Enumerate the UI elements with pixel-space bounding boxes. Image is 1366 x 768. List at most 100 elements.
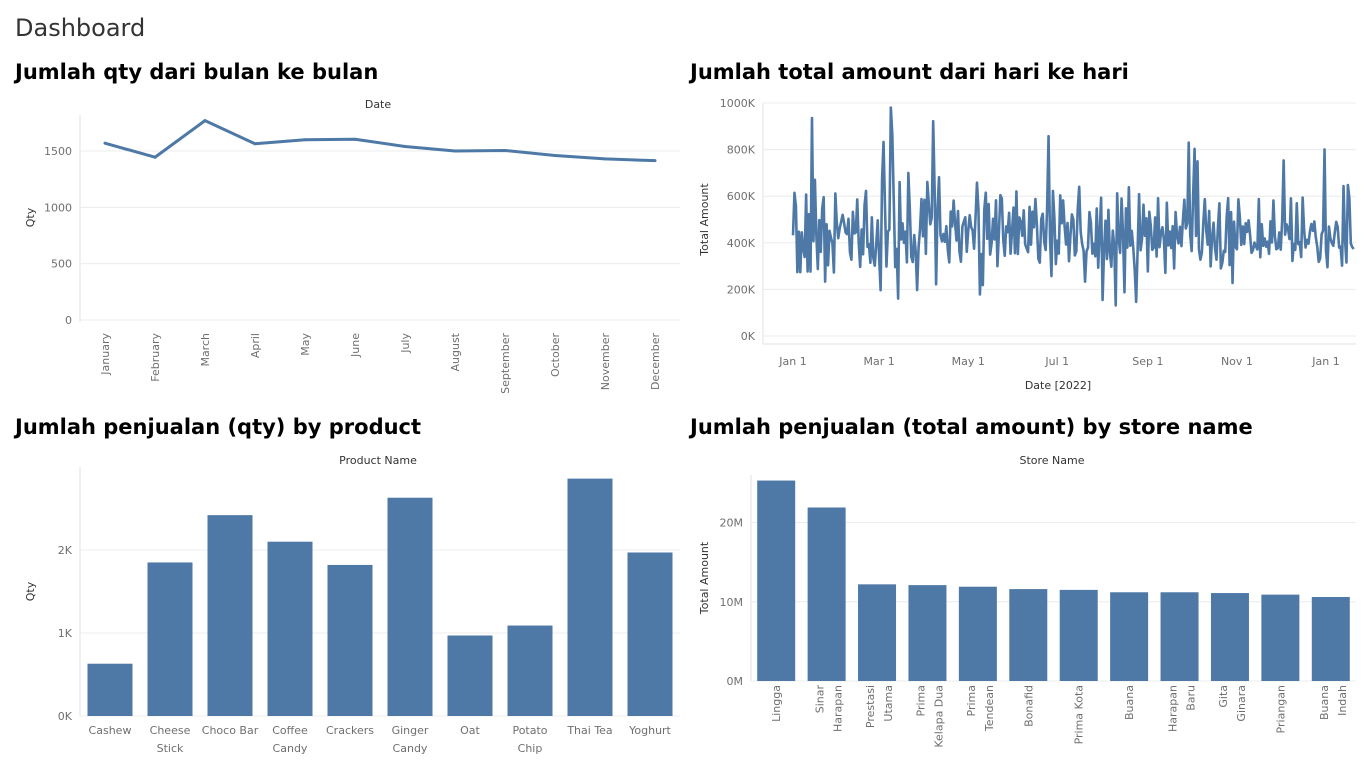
store-amount-y-tick-label: 0M <box>727 675 744 688</box>
daily-amount-line-chart[interactable]: 0K 200K 400K 600K 800K 1000K Total Amount Jan 1… <box>683 90 1366 395</box>
store-amount-x-tick-label: Prima Kota <box>1073 685 1086 744</box>
daily-amount-x-tick-label: Nov 1 <box>1221 355 1253 368</box>
monthly-qty-y-tick-label: 0 <box>65 314 72 327</box>
product-qty-x-tick-label: Crackers <box>326 724 374 737</box>
product-qty-x-tick-label: Ginger Candy <box>392 724 429 755</box>
monthly-qty-line-chart[interactable]: Date 0 500 1000 1500 Qty January February March A… <box>0 90 683 395</box>
daily-amount-x-tick-label: Jan 1 <box>778 355 806 368</box>
monthly-qty-x-tick-label: April <box>249 333 262 358</box>
store-amount-x-tick-label: Priangan <box>1274 685 1287 733</box>
store-amount-bar <box>958 586 997 681</box>
monthly-qty-x-tick-label: July <box>399 333 412 354</box>
monthly-qty-point <box>603 157 607 161</box>
daily-amount-y-tick-label: 800K <box>727 144 756 157</box>
monthly-qty-y-tick-label: 1500 <box>44 145 72 158</box>
store-amount-y-tick-label: 10M <box>720 596 744 609</box>
product-qty-bar <box>327 564 373 716</box>
daily-amount-y-axis-label: Total Amount <box>698 183 711 257</box>
product-qty-bar <box>507 625 553 716</box>
monthly-qty-x-tick-label: September <box>499 333 512 394</box>
product-qty-x-tick-label: Potato Chip <box>512 724 547 755</box>
product-qty-bar <box>207 515 253 716</box>
monthly-qty-x-header: Date <box>365 98 392 111</box>
store-amount-x-tick-label: Prima Kelapa Dua <box>914 685 945 748</box>
monthly-qty-x-tick-label: May <box>299 333 312 356</box>
daily-amount-y-tick-label: 1000K <box>720 97 756 110</box>
store-amount-x-tick-label: Prima Tendean <box>965 685 996 732</box>
monthly-qty-series-line <box>104 119 656 163</box>
monthly-qty-point <box>403 145 407 149</box>
store-amount-bar <box>1160 592 1199 681</box>
monthly-qty-x-tick-label: August <box>449 332 462 371</box>
monthly-qty-point <box>503 148 507 152</box>
product-qty-bar-chart[interactable]: Product Name 0K 1K 2K Qty Cashew Cheese Stick Ch… <box>0 445 683 768</box>
monthly-qty-x-tick-label: June <box>349 333 362 358</box>
store-amount-bar <box>1110 592 1149 681</box>
daily-amount-y-tick-label: 400K <box>727 237 756 250</box>
daily-amount-x-tick-label: Jan 1 <box>1311 355 1339 368</box>
store-amount-bar <box>1009 589 1048 681</box>
daily-amount-x-tick-label: Mar 1 <box>864 355 895 368</box>
store-amount-x-header: Store Name <box>1019 454 1084 467</box>
monthly-qty-point <box>553 154 557 158</box>
monthly-qty-y-tick-label: 500 <box>51 258 72 271</box>
store-amount-title: Jumlah penjualan (total amount) by store… <box>690 415 1253 439</box>
store-amount-bar <box>1311 597 1350 681</box>
store-amount-bar <box>1210 593 1249 681</box>
daily-amount-y-tick-label: 0K <box>741 330 756 343</box>
store-amount-x-tick-label: Sinar Harapan <box>814 685 845 732</box>
product-qty-y-tick-label: 1K <box>58 627 73 640</box>
product-qty-bar <box>387 497 433 716</box>
product-qty-x-tick-label: Yoghurt <box>628 724 671 737</box>
product-qty-x-tick-label: Thai Tea <box>566 724 612 737</box>
monthly-qty-x-tick-label: December <box>649 333 662 391</box>
monthly-qty-y-tick-label: 1000 <box>44 201 72 214</box>
product-qty-bar <box>87 663 133 716</box>
monthly-qty-point <box>203 119 207 123</box>
monthly-qty-x-tick-label: November <box>599 333 612 391</box>
monthly-qty-point <box>153 155 157 159</box>
product-qty-x-tick-label: Cashew <box>89 724 132 737</box>
store-amount-x-tick-label: Harapan Baru <box>1167 685 1198 732</box>
monthly-qty-x-tick-label: January <box>99 333 112 376</box>
monthly-qty-point <box>653 159 657 163</box>
store-amount-x-tick-label: Lingga <box>770 685 783 722</box>
product-qty-x-tick-label: Oat <box>460 724 480 737</box>
product-qty-bar <box>627 552 673 716</box>
monthly-qty-x-tick-label: February <box>149 333 162 382</box>
daily-amount-y-tick-label: 200K <box>727 283 756 296</box>
product-qty-y-axis-label: Qty <box>24 581 37 601</box>
store-amount-bar-chart[interactable]: Store Name 0M 10M 20M Total Amount Lingga Sina… <box>683 445 1366 768</box>
daily-amount-y-tick-label: 600K <box>727 190 756 203</box>
dashboard-title: Dashboard <box>15 14 146 42</box>
store-amount-x-tick-label: Buana <box>1123 685 1136 720</box>
product-qty-bar <box>447 635 493 716</box>
store-amount-bar <box>807 507 846 681</box>
product-qty-y-tick-label: 2K <box>58 544 73 557</box>
monthly-qty-x-tick-label: March <box>199 333 212 367</box>
monthly-qty-y-axis-label: Qty <box>24 207 37 227</box>
store-amount-y-tick-label: 20M <box>720 517 744 530</box>
product-qty-y-tick-label: 0K <box>58 710 73 723</box>
monthly-qty-point <box>103 141 107 145</box>
daily-amount-x-tick-label: May 1 <box>952 355 985 368</box>
product-qty-x-tick-label: Coffee Candy <box>272 724 308 755</box>
monthly-qty-x-tick-label: October <box>549 333 562 377</box>
monthly-qty-point <box>253 142 257 146</box>
monthly-qty-point <box>353 137 357 141</box>
product-qty-title: Jumlah penjualan (qty) by product <box>15 415 422 439</box>
product-qty-x-header: Product Name <box>339 454 417 467</box>
product-qty-x-tick-label: Cheese Stick <box>150 724 191 755</box>
store-amount-bar <box>1059 589 1098 681</box>
product-qty-bar <box>567 478 613 716</box>
monthly-qty-point <box>303 138 307 142</box>
store-amount-x-tick-label: Buana Indah <box>1318 685 1349 720</box>
store-amount-bar <box>858 584 897 681</box>
daily-amount-series-line <box>791 106 1355 307</box>
store-amount-x-tick-label: Prestasi Utama <box>864 685 895 728</box>
product-qty-bar <box>267 541 313 716</box>
store-amount-bar <box>908 585 947 681</box>
store-amount-y-axis-label: Total Amount <box>698 541 711 615</box>
monthly-qty-point <box>453 149 457 153</box>
store-amount-bar <box>757 480 796 681</box>
